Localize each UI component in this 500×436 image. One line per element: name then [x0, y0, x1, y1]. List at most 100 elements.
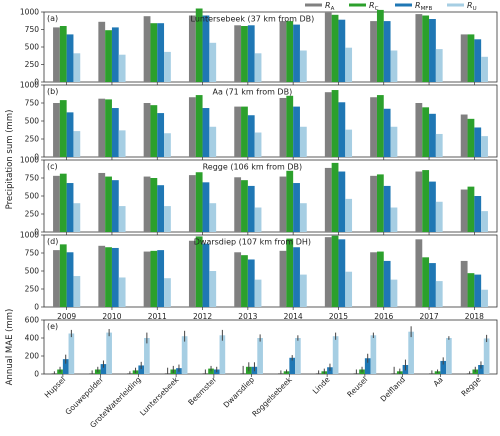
panel-label: (a): [47, 14, 58, 23]
bar-r_c-1: [105, 247, 112, 307]
bar-r_u-8: [370, 335, 377, 374]
panel-label: (d): [47, 237, 58, 246]
bar-r_a-1: [98, 245, 106, 307]
y-tick-label: 250: [25, 210, 40, 219]
bar-r_mfb-7: [383, 21, 391, 83]
bar-r_a-7: [370, 97, 377, 157]
bar-r_c-9: [467, 186, 475, 232]
bar-r_a-6: [324, 92, 332, 157]
y-tick-label: 1000: [20, 156, 39, 165]
bar-r_a-0: [53, 27, 60, 82]
x-tick-label: Aa: [432, 375, 445, 388]
bar-r_mfb-1: [111, 180, 119, 232]
y-tick-label: 0: [34, 153, 39, 162]
bar-r_c-5: [286, 95, 294, 157]
bar-r_a-7: [370, 175, 377, 232]
bar-r_a-0: [53, 175, 60, 232]
bar-r_c-7: [376, 174, 384, 232]
bar-r_c-7: [376, 251, 384, 307]
bar-r_c-4: [241, 180, 248, 232]
bar-r_c-9: [467, 34, 475, 82]
bar-r_u-7: [332, 336, 339, 374]
y-tick-label: 250: [25, 285, 40, 294]
bar-r_a-8: [415, 171, 423, 232]
bar-r_c-1: [105, 30, 112, 82]
bar-r_c-5: [286, 170, 294, 232]
bar-r_mfb-8: [364, 358, 371, 374]
bar-r_c-0: [59, 244, 67, 307]
bar-r_c-9: [467, 118, 475, 157]
x-tick-label: Delfland: [379, 375, 408, 404]
bar-r_mfb-7: [383, 185, 391, 232]
y-tick-label: 0: [34, 370, 39, 379]
bar-r_a-7: [370, 252, 377, 307]
bar-r_mfb-3: [202, 15, 210, 82]
bar-r_u-4: [254, 279, 262, 307]
x-tick-label: 2012: [193, 312, 212, 321]
bar-r_c-3: [195, 8, 203, 82]
bar-r_c-0: [59, 100, 67, 157]
bar-r_c-3: [195, 95, 203, 157]
bar-r_c-6: [331, 235, 339, 307]
y-tick-label: 500: [25, 267, 40, 276]
bar-r_c-8: [422, 107, 430, 157]
panel-title: Dwarsdiep (107 km from DH): [194, 238, 311, 247]
bar-r_u-2: [164, 278, 171, 307]
bar-r_a-6: [324, 237, 332, 307]
x-tick-label: Gouwepolder: [63, 374, 105, 416]
bar-r_a-2: [143, 251, 151, 307]
legend-base: R: [369, 1, 375, 10]
bar-r_mfb-5: [293, 247, 300, 307]
bar-r_u-6: [345, 271, 353, 307]
bar-r_u-4: [254, 132, 262, 157]
y-tick-label: 750: [25, 249, 40, 258]
bar-r_mfb-10: [440, 360, 447, 374]
bar-r_mfb-6: [338, 102, 346, 157]
bar-r_mfb-7: [383, 260, 391, 307]
bar-r_u-1: [106, 332, 112, 374]
x-tick-label: Beemster: [186, 374, 219, 407]
bar-r_mfb-8: [429, 19, 436, 82]
y-tick-label: 750: [25, 174, 40, 183]
bar-r_a-2: [143, 176, 151, 232]
x-tick-label: Reusel: [345, 375, 369, 399]
bar-r_a-4: [234, 106, 242, 157]
bar-r_a-8: [415, 14, 423, 83]
y-tick-label: 1000: [20, 81, 39, 90]
bar-r_u-4: [254, 207, 262, 232]
bar-r_mfb-1: [100, 364, 107, 374]
bar-r_a-5: [279, 176, 287, 232]
bar-r_mfb-8: [429, 113, 436, 157]
bar-r_a-9: [460, 260, 468, 307]
bar-r_a-3: [188, 97, 196, 157]
bar-r_mfb-0: [66, 252, 74, 307]
bar-r_c-6: [331, 14, 339, 82]
bar-r_u-4: [254, 53, 262, 82]
legend-label-mfb: RMFB: [415, 1, 432, 12]
bar-r_mfb-11: [478, 365, 484, 374]
bar-r_a-4: [234, 177, 242, 232]
bar-r_mfb-9: [474, 274, 482, 307]
bar-r_c-5: [286, 21, 294, 83]
bar-r_c-4: [241, 26, 248, 82]
panel-title: Aa (71 km from DB): [213, 88, 293, 97]
bar-r_mfb-6: [338, 239, 346, 307]
bar-r_u-7: [390, 279, 398, 307]
bar-r_mfb-3: [202, 243, 210, 307]
bar-r_a-7: [370, 21, 377, 83]
y-tick-label: 600: [25, 316, 40, 325]
bar-r_a-0: [53, 103, 60, 157]
shared-y-axis-label: Precipitation sum (mm): [5, 110, 15, 210]
x-tick-label: Luntersebeek: [138, 375, 181, 418]
x-tick-label: 2017: [420, 312, 439, 321]
bar-r_u-2: [164, 51, 171, 82]
bar-r_u-2: [164, 133, 171, 157]
bar-r_c-0: [59, 26, 67, 82]
x-tick-label: Roggelsebeek: [250, 375, 294, 419]
legend-base: R: [467, 1, 473, 10]
bar-r_mfb-0: [66, 112, 74, 157]
bar-r_u-5: [257, 338, 263, 374]
bar-r_u-6: [295, 338, 301, 374]
bar-r_mfb-6: [289, 357, 296, 374]
